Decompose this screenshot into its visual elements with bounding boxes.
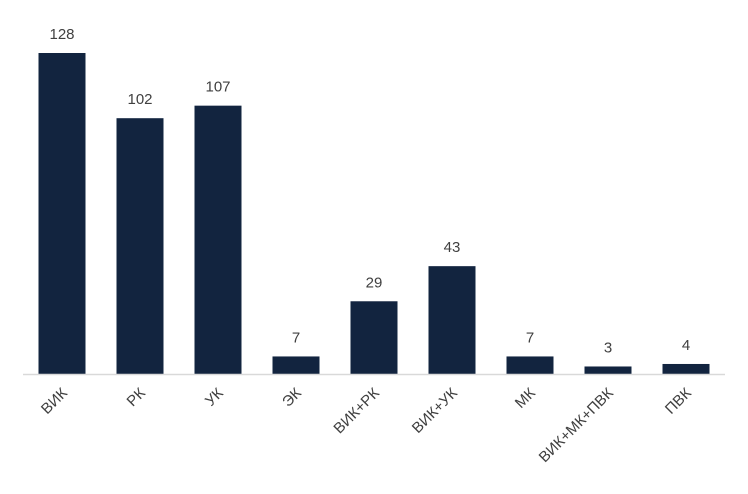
x-tick-label-4: ЭК xyxy=(279,385,305,411)
bars-group xyxy=(38,53,710,374)
x-tick-label-8: ВИК+МК+ПВК xyxy=(536,385,617,466)
bar-1 xyxy=(38,53,86,374)
bar-4 xyxy=(272,356,320,374)
data-label-6: 43 xyxy=(444,239,461,256)
bar-6 xyxy=(428,266,476,374)
x-tick-label-1: ВИК xyxy=(38,385,71,418)
x-tick-label-7: МК xyxy=(512,385,539,412)
x-tick-label-6: ВИК+УК xyxy=(409,385,461,437)
data-label-5: 29 xyxy=(366,274,383,291)
data-label-7: 7 xyxy=(526,329,534,346)
bar-9 xyxy=(662,363,710,374)
bar-7 xyxy=(506,356,554,374)
bar-2 xyxy=(116,118,164,374)
x-tick-label-9: ПВК xyxy=(662,385,695,418)
bar-3 xyxy=(194,105,242,374)
data-label-3: 107 xyxy=(205,79,230,96)
data-labels-group: 128 102 107 7 29 43 7 3 4 xyxy=(49,26,690,356)
data-label-1: 128 xyxy=(49,26,74,43)
x-tick-label-5: ВИК+РК xyxy=(330,385,383,438)
data-label-8: 3 xyxy=(604,339,612,356)
x-tick-label-3: УК xyxy=(202,385,227,410)
data-label-9: 4 xyxy=(682,337,690,354)
x-tick-label-2: РК xyxy=(124,385,149,410)
data-label-2: 102 xyxy=(127,91,152,108)
bar-8 xyxy=(584,366,632,374)
data-label-4: 7 xyxy=(292,329,300,346)
bar-5 xyxy=(350,301,398,374)
